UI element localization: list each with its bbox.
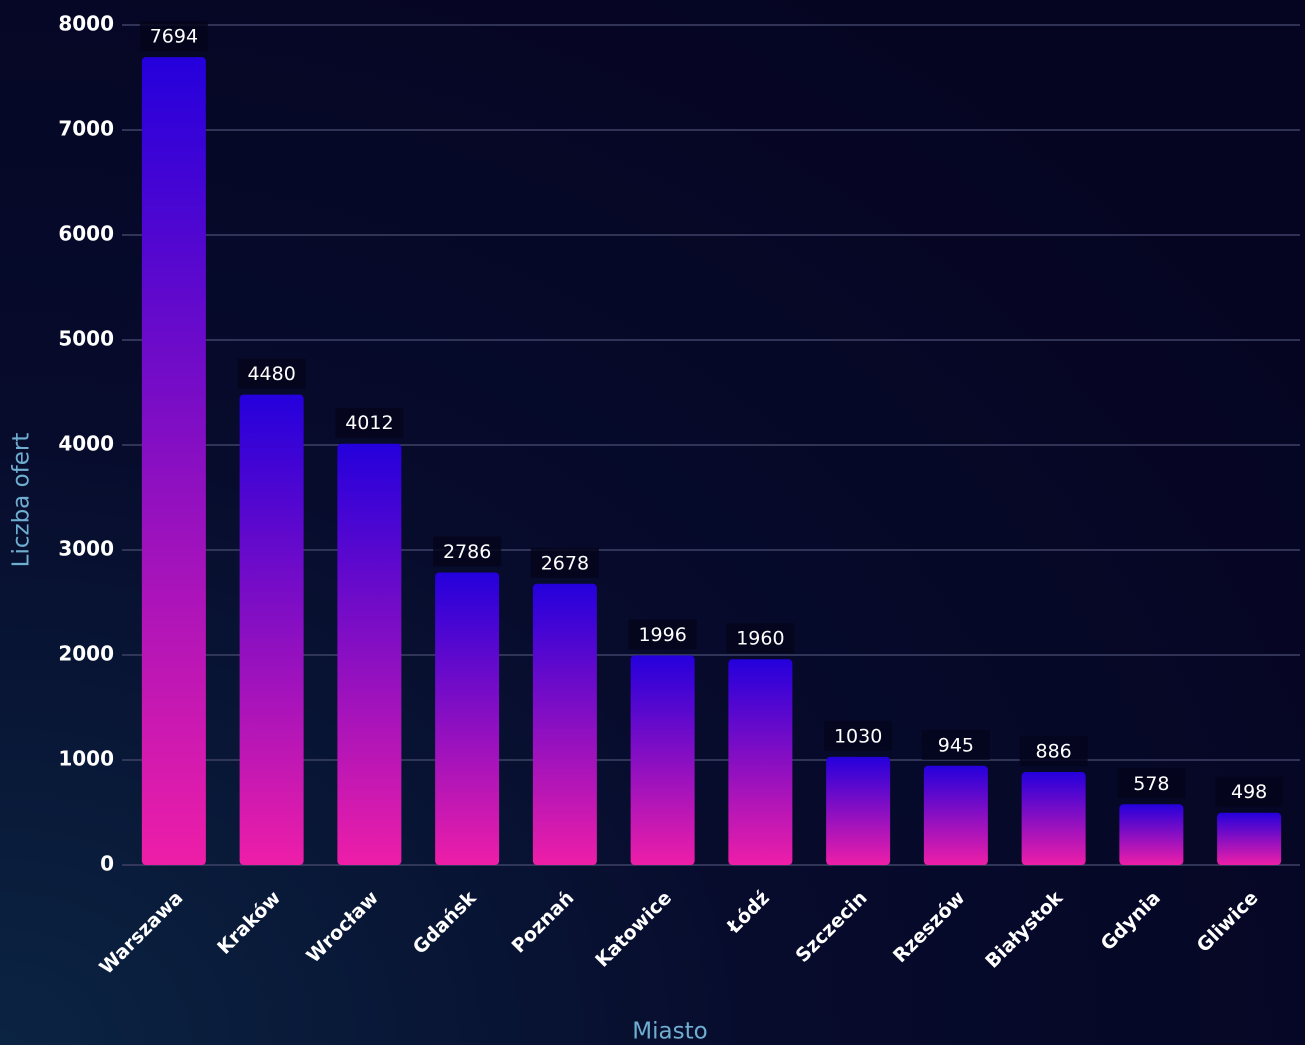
y-tick-label: 2000: [58, 642, 114, 666]
value-label-bg: [921, 729, 990, 760]
bar: [435, 572, 500, 865]
value-label-bg: [335, 407, 404, 438]
value-label-bg: [530, 547, 599, 578]
y-tick-label: 5000: [58, 327, 114, 351]
value-label: 1996: [638, 624, 686, 646]
value-label: 1960: [736, 628, 784, 650]
value-label: 2678: [541, 552, 589, 574]
value-label-bg: [1215, 776, 1284, 807]
bar: [532, 583, 597, 865]
value-label: 886: [1035, 740, 1071, 762]
value-label-bg: [824, 720, 893, 751]
value-label-bg: [1019, 735, 1088, 766]
bar: [141, 57, 206, 865]
y-tick-label: 3000: [58, 537, 114, 561]
bar: [1021, 771, 1086, 865]
bar: [1119, 804, 1184, 865]
bar: [337, 443, 402, 865]
bar: [630, 655, 695, 865]
y-tick-label: 6000: [58, 222, 114, 246]
y-tick-label: 4000: [58, 432, 114, 456]
value-label: 2786: [443, 541, 491, 563]
value-label-bg: [139, 21, 208, 52]
value-label-bg: [433, 536, 502, 567]
y-tick-label: 0: [100, 852, 114, 876]
y-tick-label: 1000: [58, 747, 114, 771]
value-label-bg: [628, 619, 697, 650]
bar: [728, 659, 793, 865]
value-label: 578: [1133, 773, 1169, 795]
y-axis-label: Liczba ofert: [9, 433, 35, 568]
value-label: 498: [1231, 781, 1267, 803]
value-label: 945: [938, 734, 974, 756]
bar: [923, 765, 988, 865]
value-label: 4012: [345, 412, 393, 434]
value-label-bg: [1117, 768, 1186, 799]
value-label: 1030: [834, 725, 882, 747]
bar: [239, 394, 304, 865]
x-axis-label: Miasto: [632, 1019, 707, 1045]
y-tick-label: 8000: [58, 12, 114, 36]
value-label: 7694: [150, 26, 198, 48]
y-tick-label: 7000: [58, 117, 114, 141]
value-label-bg: [726, 623, 795, 654]
value-label: 4480: [247, 363, 295, 385]
value-label-bg: [237, 358, 306, 389]
bar: [826, 756, 891, 865]
bar: [1217, 812, 1282, 865]
